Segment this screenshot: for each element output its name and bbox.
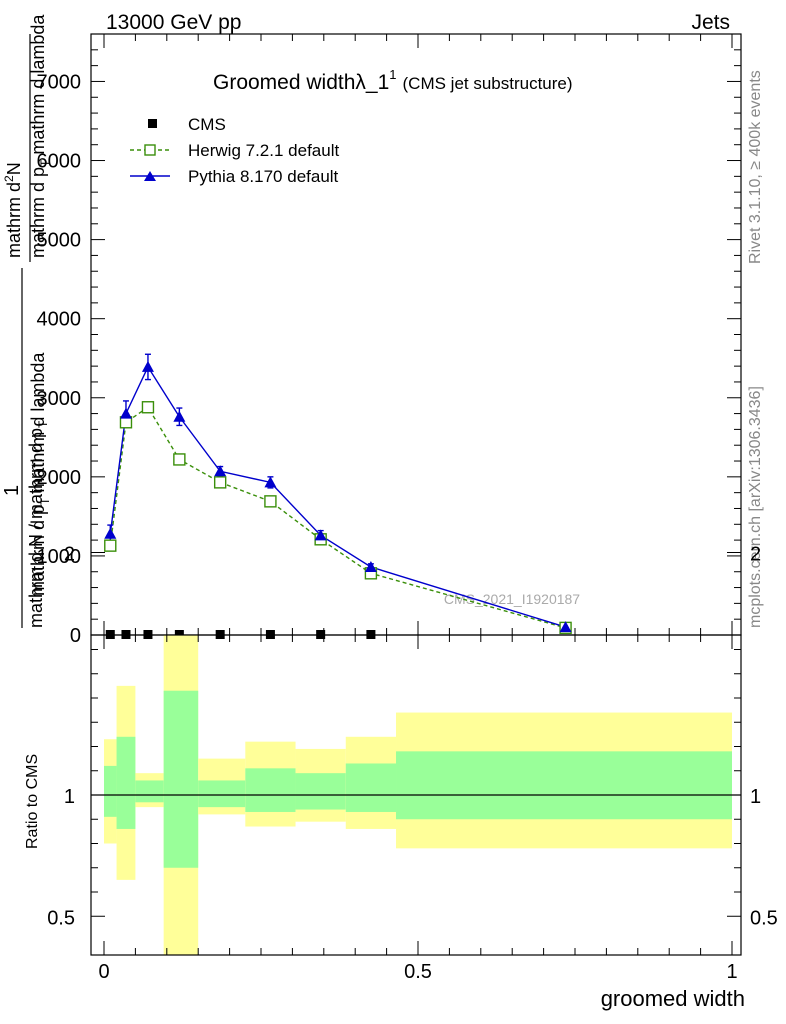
ratio-axes: 0.5 0.5 1 1 2 2 0 0.5 1: [47, 544, 778, 984]
header-process: Jets: [691, 11, 730, 34]
ratio-ytick-label-right: 1: [750, 786, 761, 808]
ratio-ytick-label: 0.5: [47, 907, 75, 929]
ratio-xtick-label: 1: [726, 961, 737, 983]
rivet-label: Rivet 3.1.10, ≥ 400k events: [747, 70, 764, 264]
ratio-ytick-label-right: 0.5: [750, 907, 778, 929]
title-sup: 1: [389, 67, 396, 82]
ratio-panel: 0.5 0.5 1 1 2 2 0 0.5 1 Ratio to CMS groomed wid…: [24, 544, 778, 1012]
main-ytick-label: 3000: [37, 388, 82, 410]
ratio-band-inner: [198, 780, 246, 808]
title-main: Groomed widthλ_1: [213, 71, 389, 94]
ratio-xtick-label: 0: [98, 961, 109, 983]
herwig-line: [109, 406, 566, 629]
pythia-point: [214, 465, 227, 477]
ratio-band-inner: [295, 773, 346, 810]
ratio-band-inner: [345, 763, 397, 812]
pythia-point: [173, 410, 186, 422]
legend-cms-label: CMS: [188, 115, 226, 134]
herwig-point: [141, 401, 155, 414]
herwig-point: [264, 495, 277, 508]
ylabel-outer-denominator: mathrm d pT mathrm d lambda: [28, 14, 52, 258]
legend-pythia-marker: [144, 171, 156, 181]
herwig-point: [173, 453, 186, 466]
ratio-ylabel: Ratio to CMS: [24, 754, 41, 849]
title-sub: (CMS jet substructure): [403, 74, 573, 93]
legend-herwig-label: Herwig 7.2.1 default: [188, 141, 339, 160]
legend-herwig-marker: [144, 144, 156, 156]
legend-pythia-label: Pythia 8.170 default: [188, 167, 339, 186]
mcplots-label: mcplots.cern.ch [arXiv:1306.3436]: [747, 386, 764, 628]
pythia-line: [109, 365, 566, 628]
main-axes: 0 1000 2000 3000 4000 5000 6000 7000: [37, 33, 741, 647]
main-ytick-label: 5000: [37, 230, 82, 252]
main-ytick-label: 7000: [37, 71, 82, 93]
ratio-bands: [104, 635, 732, 955]
y-axis-label: mathrm d2N mathrm d pT mathrm d lambda 1…: [1, 14, 52, 628]
legend-cms-marker: [148, 119, 157, 128]
ratio-band-inner: [116, 736, 136, 829]
main-ytick-label: 6000: [37, 151, 82, 173]
ratio-frame: [90, 634, 742, 956]
main-ytick-label: 1000: [37, 546, 82, 568]
main-ytick-label: 2000: [37, 467, 82, 489]
pythia-point: [119, 407, 132, 419]
ratio-band-inner: [396, 751, 732, 820]
plot-title: Groomed widthλ_11 (CMS jet substructure): [213, 67, 573, 94]
main-ytick-label: 4000: [37, 309, 82, 331]
ratio-band-inner: [135, 780, 164, 803]
ratio-band-inner: [104, 765, 117, 817]
ylabel-one: 1: [1, 485, 23, 496]
ylabel-outer-numerator: mathrm d2N: [2, 162, 24, 258]
x-axis-label: groomed width: [601, 986, 745, 1011]
ratio-band-inner: [245, 768, 296, 812]
ylabel-inner-numerator: mathrm d N / mathrm d pT: [26, 420, 50, 628]
ylabel-inner-denominator: mathrm d pT mathrm d lambda: [28, 352, 52, 596]
herwig-point: [213, 476, 227, 489]
pythia-point: [104, 527, 117, 539]
ratio-ytick-label: 1: [64, 786, 75, 808]
ratio-ytick-label: 2: [64, 544, 75, 566]
pythia-point: [264, 476, 277, 488]
ratio-xtick-label: 0.5: [404, 961, 432, 983]
herwig-point: [104, 539, 117, 552]
pythia-point: [364, 560, 377, 572]
ratio-ytick-label-right: 2: [750, 544, 761, 566]
header-energy: 13000 GeV pp: [106, 11, 241, 34]
main-ytick-label: 0: [70, 625, 81, 647]
ratio-band-inner: [163, 690, 199, 868]
legend: CMS Herwig 7.2.1 default Pythia 8.170 de…: [130, 115, 339, 186]
pythia-point: [141, 360, 154, 372]
pythia-point: [314, 529, 327, 541]
pythia-point: [559, 621, 572, 633]
